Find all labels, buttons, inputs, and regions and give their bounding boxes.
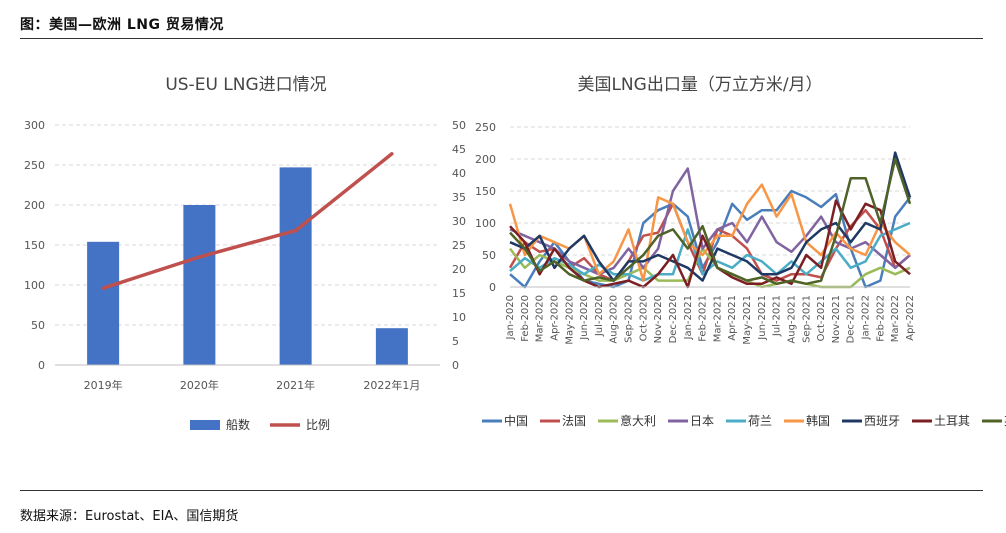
right-x-tick: Sep-2021: [801, 295, 812, 343]
legend-label-7: 西班牙: [864, 414, 900, 428]
right-x-tick: Mar-2022: [890, 295, 901, 342]
right-x-tick: Dec-2020: [668, 295, 679, 343]
right-x-tick: Jul-2021: [772, 295, 783, 337]
legend-swatch-ships: [190, 420, 220, 430]
right-x-tick: Oct-2021: [816, 295, 827, 341]
right-y-tick: 200: [475, 153, 496, 166]
left-y-tick: 300: [24, 119, 45, 132]
left-y-tick: 50: [31, 319, 45, 332]
left-y2-tick: 5: [452, 335, 459, 348]
left-x-tick: 2021年: [276, 378, 315, 392]
right-x-tick: Feb-2021: [698, 295, 709, 342]
series-line-7: [509, 151, 912, 282]
right-chart-title: 美国LNG出口量（万立方米/月）: [577, 75, 822, 95]
bar-3: [279, 167, 312, 365]
right-y-tick: 250: [475, 121, 496, 134]
left-y2-tick: 25: [452, 239, 466, 252]
left-y2-tick: 0: [452, 359, 459, 372]
left-x-tick: 2019年: [84, 378, 123, 392]
left-chart-title: US-EU LNG进口情况: [165, 75, 326, 95]
right-y-tick: 0: [489, 281, 496, 294]
legend-label-2: 法国: [562, 414, 586, 428]
left-x-tick: 2020年: [180, 378, 219, 392]
right-x-tick: Jun-2021: [757, 295, 768, 341]
left-y2-tick: 45: [452, 143, 466, 156]
right-y-tick: 100: [475, 217, 496, 230]
left-y2-tick: 30: [452, 215, 466, 228]
left-y2-tick: 50: [452, 119, 466, 132]
right-x-tick: Jul-2020: [594, 295, 605, 337]
figure-title: 图：美国—欧洲 LNG 贸易情况: [20, 17, 224, 33]
right-x-tick: Mar-2021: [712, 295, 723, 342]
right-x-tick: Jan-2021: [683, 295, 694, 340]
right-x-tick: May-2021: [742, 295, 753, 345]
right-x-tick: Jan-2022: [861, 295, 872, 340]
series-line-9: [509, 157, 912, 286]
legend-label-ratio: 比例: [306, 418, 330, 432]
right-y-tick: 150: [475, 185, 496, 198]
right-x-tick: Sep-2020: [624, 295, 635, 343]
left-y-tick: 0: [38, 359, 45, 372]
top-rule: [20, 38, 983, 39]
right-x-tick: Jun-2020: [579, 295, 590, 341]
left-y-tick: 100: [24, 279, 45, 292]
left-x-tick: 2022年1月: [363, 378, 420, 392]
legend-label-1: 中国: [504, 413, 528, 428]
right-y-tick: 50: [482, 249, 496, 262]
bar-1: [87, 241, 120, 365]
legend-label-5: 荷兰: [748, 414, 772, 428]
right-x-tick: Oct-2020: [638, 295, 649, 341]
right-x-tick: Apr-2022: [905, 295, 916, 341]
legend-label-9: 英国: [1004, 414, 1006, 428]
right-x-tick: Aug-2020: [609, 295, 620, 344]
legend-label-4: 日本: [690, 414, 714, 428]
legend-label-8: 土耳其: [934, 414, 970, 428]
left-y-tick: 250: [24, 159, 45, 172]
source-note: 数据来源：Eurostat、EIA、国信期货: [20, 509, 239, 524]
legend-label-6: 韩国: [806, 413, 830, 428]
left-y2-tick: 20: [452, 263, 466, 276]
bar-2: [183, 205, 216, 365]
bar-4: [375, 328, 408, 365]
series-line-5: [509, 221, 911, 282]
right-x-tick: Feb-2020: [520, 295, 531, 342]
right-x-tick: Jan-2020: [505, 295, 516, 340]
right-x-tick: Nov-2021: [831, 295, 842, 343]
left-y2-tick: 10: [452, 311, 466, 324]
legend-label-ships: 船数: [226, 417, 250, 432]
right-x-tick: Apr-2021: [727, 295, 738, 341]
left-y2-tick: 15: [452, 287, 466, 300]
right-x-tick: Mar-2020: [535, 295, 546, 342]
right-x-tick: Apr-2020: [549, 295, 560, 341]
left-y-tick: 200: [24, 199, 45, 212]
right-x-tick: Nov-2020: [653, 295, 664, 343]
left-y-tick: 150: [24, 239, 45, 252]
bottom-rule: [20, 490, 983, 491]
ratio-line: [101, 152, 394, 290]
right-x-tick: Feb-2022: [875, 295, 886, 342]
left-y2-tick: 35: [452, 191, 466, 204]
right-x-tick: Aug-2021: [786, 295, 797, 344]
series-line-8: [509, 199, 911, 289]
left-y2-tick: 40: [452, 167, 466, 180]
right-x-tick: Dec-2021: [846, 295, 857, 343]
right-x-tick: May-2020: [564, 295, 575, 345]
legend-label-3: 意大利: [620, 413, 656, 428]
series-line-4: [509, 167, 911, 276]
